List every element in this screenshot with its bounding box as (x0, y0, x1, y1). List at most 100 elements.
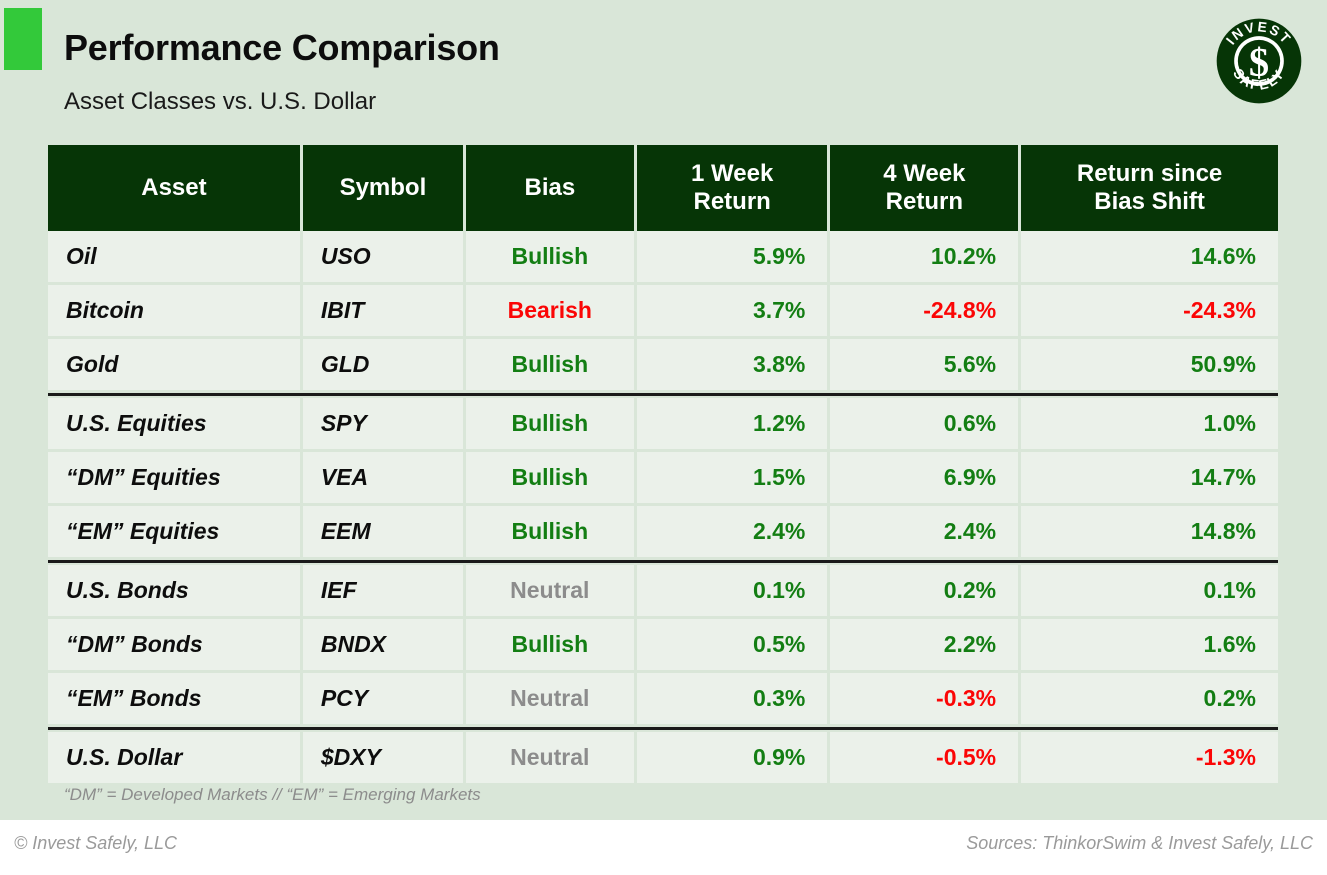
column-header-symbol-line1: Symbol (339, 174, 427, 202)
cell-asset: “DM” Equities (48, 452, 300, 503)
column-header-asset-line1: Asset (141, 174, 207, 202)
cell-return-since-bias-shift: 14.6% (1021, 231, 1278, 282)
cell-symbol-text: $DXY (320, 744, 381, 770)
cell-symbol: USO (302, 231, 463, 282)
column-header-symbol: Symbol (302, 145, 463, 231)
cell-return-since-bias-shift: 50.9% (1021, 339, 1278, 390)
cell-1week-return: 2.4% (636, 506, 828, 557)
cell-symbol-text: GLD (320, 351, 370, 377)
page-subtitle: Asset Classes vs. U.S. Dollar (64, 88, 377, 115)
cell-symbol-text: USO (320, 243, 371, 269)
slide-canvas: Performance Comparison Asset Classes vs.… (0, 0, 1327, 820)
cell-symbol-text: VEA (320, 464, 369, 490)
cell-4week-return: 0.6% (830, 398, 1019, 449)
cell-symbol: $DXY (302, 732, 463, 783)
cell-asset-text: “DM” Equities (66, 464, 221, 490)
cell-asset: “EM” Equities (48, 506, 300, 557)
cell-symbol: IBIT (302, 285, 463, 336)
cell-1week-return: 3.8% (636, 339, 828, 390)
cell-4week-return: 10.2% (830, 231, 1019, 282)
cell-asset-text: “EM” Bonds (66, 685, 202, 711)
cell-1week-return-text: 0.3% (752, 685, 806, 711)
cell-return-since-bias-shift-text: 1.6% (1203, 631, 1256, 657)
cell-4week-return: 2.4% (830, 506, 1019, 557)
column-header-return-since-bias-shift: Return since Bias Shift (1021, 145, 1278, 231)
cell-1week-return: 0.5% (636, 619, 828, 670)
cell-4week-return-text: 5.6% (943, 351, 997, 377)
column-header-1week-line1: 1 Week (691, 160, 774, 188)
cell-return-since-bias-shift-text: 14.6% (1190, 243, 1256, 269)
cell-symbol-text: EEM (320, 518, 371, 544)
cell-1week-return-text: 2.4% (752, 518, 806, 544)
cell-return-since-bias-shift: -1.3% (1021, 732, 1278, 783)
table-row: U.S. Dollar $DXY Neutral 0.9% -0.5% -1.3% (48, 727, 1278, 783)
cell-symbol: PCY (302, 673, 463, 724)
cell-bias-text: Bullish (511, 518, 589, 544)
cell-bias: Neutral (465, 673, 634, 724)
cell-symbol: VEA (302, 452, 463, 503)
cell-return-since-bias-shift-text: 14.7% (1190, 464, 1256, 490)
table-row: U.S. Bonds IEF Neutral 0.1% 0.2% 0.1% (48, 560, 1278, 616)
accent-block (4, 8, 42, 70)
cell-return-since-bias-shift: 14.8% (1021, 506, 1278, 557)
table-row: Oil USO Bullish 5.9% 10.2% 14.6% (48, 231, 1278, 282)
table-row: Gold GLD Bullish 3.8% 5.6% 50.9% (48, 339, 1278, 390)
cell-symbol-text: IBIT (320, 297, 365, 323)
cell-bias: Bullish (465, 339, 634, 390)
cell-4week-return: 5.6% (830, 339, 1019, 390)
cell-1week-return-text: 3.8% (752, 351, 806, 377)
cell-4week-return-text: 2.2% (943, 631, 997, 657)
cell-return-since-bias-shift-text: 14.8% (1190, 518, 1256, 544)
column-header-asset: Asset (48, 145, 300, 231)
table-body: Oil USO Bullish 5.9% 10.2% 14.6% Bitcoin IBIT Be… (48, 231, 1278, 783)
cell-1week-return: 5.9% (636, 231, 828, 282)
cell-return-since-bias-shift-text: -1.3% (1195, 744, 1256, 770)
table-row: U.S. Equities SPY Bullish 1.2% 0.6% 1.0% (48, 393, 1278, 449)
column-header-bias: Bias (465, 145, 634, 231)
cell-asset-text: U.S. Dollar (66, 744, 183, 770)
cell-asset-text: U.S. Equities (66, 410, 207, 436)
cell-return-since-bias-shift-text: 50.9% (1190, 351, 1256, 377)
cell-return-since-bias-shift-text: 1.0% (1203, 410, 1256, 436)
cell-asset: U.S. Dollar (48, 732, 300, 783)
table-row: “DM” Bonds BNDX Bullish 0.5% 2.2% 1.6% (48, 619, 1278, 670)
cell-bias-text: Neutral (510, 685, 590, 711)
cell-return-since-bias-shift-text: 0.1% (1203, 577, 1256, 603)
column-header-4week-line2: Return (885, 188, 963, 215)
svg-text:$: $ (1249, 40, 1269, 85)
cell-bias-text: Neutral (510, 577, 590, 603)
cell-asset-text: Oil (66, 243, 97, 269)
logo-icon: INVEST SAFELY $ (1216, 18, 1302, 104)
cell-return-since-bias-shift: -24.3% (1021, 285, 1278, 336)
cell-symbol: GLD (302, 339, 463, 390)
column-header-since-line2: Bias Shift (1094, 188, 1205, 215)
cell-bias: Bearish (465, 285, 634, 336)
cell-4week-return: -0.3% (830, 673, 1019, 724)
cell-1week-return-text: 5.9% (752, 243, 806, 269)
cell-1week-return-text: 3.7% (752, 297, 806, 323)
cell-symbol-text: BNDX (320, 631, 387, 657)
cell-symbol-text: SPY (320, 410, 367, 436)
cell-4week-return-text: 2.4% (943, 518, 997, 544)
cell-bias-text: Bullish (511, 351, 589, 377)
cell-1week-return-text: 0.1% (752, 577, 806, 603)
column-header-since-line1: Return since (1076, 160, 1223, 188)
cell-asset: “EM” Bonds (48, 673, 300, 724)
copyright-text: © Invest Safely, LLC (14, 833, 178, 853)
cell-return-since-bias-shift: 0.2% (1021, 673, 1278, 724)
cell-symbol: EEM (302, 506, 463, 557)
cell-asset: Oil (48, 231, 300, 282)
cell-1week-return-text: 0.9% (752, 744, 806, 770)
cell-bias-text: Bullish (511, 631, 589, 657)
cell-asset-text: “EM” Equities (66, 518, 220, 544)
cell-bias-text: Bearish (507, 297, 592, 323)
cell-asset: U.S. Equities (48, 398, 300, 449)
table-row: “DM” Equities VEA Bullish 1.5% 6.9% 14.7% (48, 452, 1278, 503)
cell-symbol-text: PCY (320, 685, 369, 711)
cell-bias: Bullish (465, 506, 634, 557)
cell-symbol: SPY (302, 398, 463, 449)
column-header-1week-line2: Return (693, 188, 771, 215)
cell-bias: Neutral (465, 732, 634, 783)
cell-1week-return: 1.5% (636, 452, 828, 503)
cell-1week-return-text: 1.2% (752, 410, 806, 436)
